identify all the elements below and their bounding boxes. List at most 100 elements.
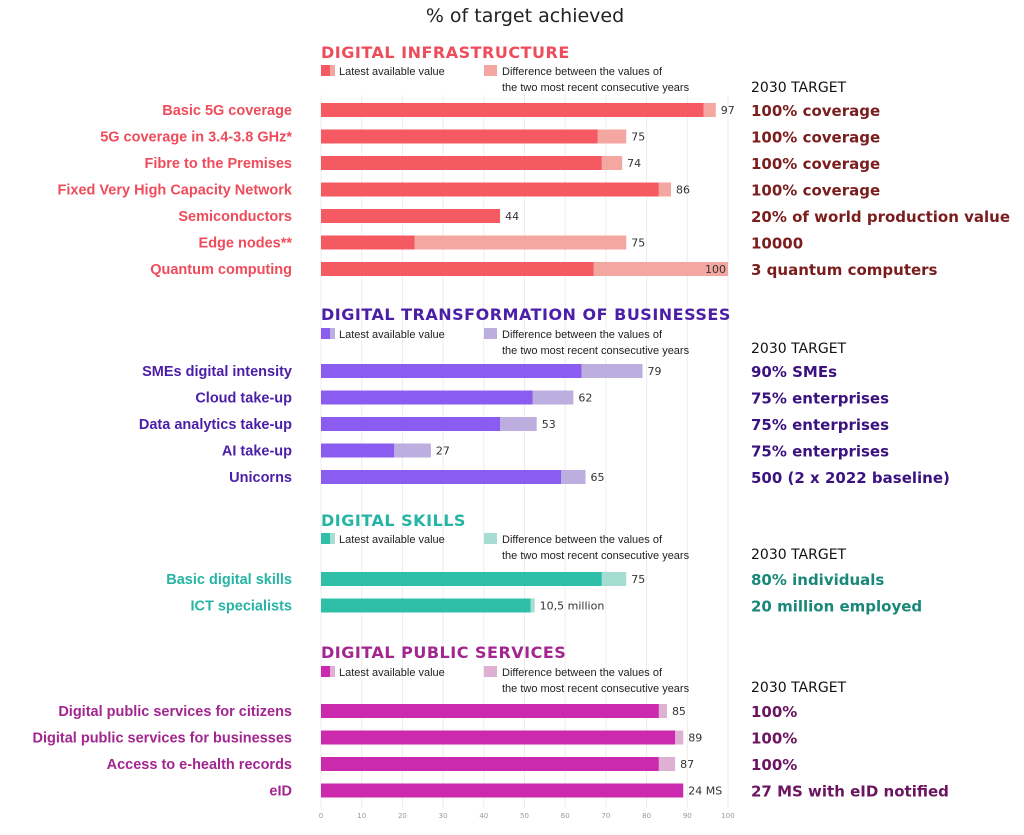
bar-difference	[500, 417, 537, 431]
legend: Latest available value Difference between…	[321, 533, 690, 562]
legend-swatch-difference	[484, 328, 497, 339]
legend-label-difference-line1: Difference between the values of	[502, 534, 663, 546]
target-value: 27 MS with eID notified	[751, 783, 949, 801]
target-value: 100% coverage	[751, 129, 880, 147]
legend-swatch-latest-tail	[330, 533, 335, 544]
bar-latest	[321, 470, 562, 484]
bar-latest	[321, 598, 531, 613]
bar-row: SMEs digital intensity 79 90% SMEs	[142, 363, 837, 381]
category-label: Basic 5G coverage	[162, 103, 292, 119]
target-value: 20% of world production value	[751, 208, 1010, 226]
bar-row: Unicorns 65 500 (2 x 2022 baseline)	[229, 469, 950, 487]
bar-row: Digital public services for businesses 89…	[33, 730, 798, 748]
bar-latest	[321, 783, 684, 798]
x-axis: 0 10 20 30 40 50 60 70 80 90 100	[319, 812, 735, 820]
target-value: 500 (2 x 2022 baseline)	[751, 469, 950, 487]
bar-latest	[321, 417, 501, 431]
category-label: Fibre to the Premises	[145, 156, 292, 172]
legend-swatch-latest	[321, 666, 330, 677]
legend-swatch-difference	[484, 666, 497, 677]
bar-row: Data analytics take-up 53 75% enterprises	[139, 416, 889, 434]
bar-latest	[321, 262, 594, 276]
group-title: DIGITAL INFRASTRUCTURE	[321, 43, 570, 62]
category-label: Digital public services for citizens	[58, 704, 292, 720]
bar-latest	[321, 443, 395, 458]
target-value: 20 million employed	[751, 598, 922, 616]
category-label: Quantum computing	[150, 262, 292, 278]
bar-row: Basic 5G coverage 97 100% coverage	[162, 102, 880, 120]
legend-swatch-difference	[484, 533, 497, 544]
bar-difference	[658, 182, 672, 197]
x-tick-label: 30	[439, 812, 448, 820]
x-tick-label: 50	[520, 812, 529, 820]
category-label: Fixed Very High Capacity Network	[58, 183, 293, 199]
bar-row: eID 24 MS 27 MS with eID notified	[269, 783, 948, 801]
legend-swatch-latest	[321, 328, 330, 339]
category-label: 5G coverage in 3.4-3.8 GHz*	[100, 130, 292, 146]
legend: Latest available value Difference between…	[321, 666, 690, 695]
legend-label-latest: Latest available value	[339, 667, 445, 679]
bar-difference	[601, 156, 623, 170]
bar-difference	[703, 103, 716, 117]
bar-latest	[321, 704, 659, 718]
chart-title: % of target achieved	[426, 5, 624, 27]
bar-latest	[321, 235, 415, 250]
bar-latest	[321, 103, 704, 117]
target-value: 100% coverage	[751, 102, 880, 120]
bar-latest	[321, 364, 582, 378]
legend-label-difference-line2: the two most recent consecutive years	[502, 345, 690, 357]
bar-row: Semiconductors 44 20% of world production …	[178, 208, 1010, 226]
category-label: Digital public services for businesses	[33, 731, 293, 747]
target-value: 100% coverage	[751, 155, 880, 173]
group-title: DIGITAL PUBLIC SERVICES	[321, 643, 566, 662]
legend-label-difference-line2: the two most recent consecutive years	[502, 683, 690, 695]
bar-difference	[593, 262, 728, 276]
x-tick-label: 20	[398, 812, 407, 820]
bar-difference	[414, 235, 627, 250]
bar-latest	[321, 572, 602, 586]
bar-row: Basic digital skills 75 80% individuals	[166, 571, 884, 589]
bar-row: Digital public services for citizens 85 10…	[58, 703, 797, 721]
bar-latest	[321, 730, 676, 745]
target-header: 2030 TARGET	[751, 341, 847, 357]
x-tick-label: 40	[479, 812, 488, 820]
category-label: Edge nodes**	[199, 236, 293, 252]
data-label: 44	[505, 210, 519, 223]
target-header: 2030 TARGET	[751, 547, 847, 563]
chart-groups: DIGITAL INFRASTRUCTURE Latest available v…	[33, 43, 1011, 801]
bar-difference	[394, 443, 431, 458]
bar-latest	[321, 757, 659, 771]
data-label: 85	[672, 705, 686, 718]
group-title: DIGITAL SKILLS	[321, 511, 466, 530]
bar-row: ICT specialists 10,5 million 20 million em…	[190, 598, 922, 616]
legend-swatch-difference	[484, 65, 497, 76]
target-value: 90% SMEs	[751, 363, 837, 381]
legend-swatch-latest	[321, 65, 330, 76]
target-value: 3 quantum computers	[751, 261, 938, 279]
category-label: ICT specialists	[190, 599, 292, 615]
bar-row: Cloud take-up 62 75% enterprises	[195, 390, 889, 408]
data-label: 75	[631, 131, 645, 144]
legend: Latest available value Difference between…	[321, 328, 690, 357]
target-value: 100% coverage	[751, 182, 880, 200]
target-value: 100%	[751, 730, 797, 748]
legend: Latest available value Difference between…	[321, 65, 690, 94]
group-business: DIGITAL TRANSFORMATION OF BUSINESSES Late…	[139, 305, 950, 487]
bar-row: Edge nodes** 75 10000	[199, 235, 804, 253]
x-tick-label: 100	[721, 812, 734, 820]
data-label: 75	[631, 237, 645, 250]
legend-swatch-latest	[321, 533, 330, 544]
legend-label-latest: Latest available value	[339, 534, 445, 546]
bar-difference	[581, 364, 643, 378]
x-tick-label: 80	[642, 812, 651, 820]
bar-latest	[321, 182, 659, 197]
group-public: DIGITAL PUBLIC SERVICES Latest available …	[33, 643, 949, 801]
target-value: 10000	[751, 235, 803, 253]
category-label: Semiconductors	[178, 209, 292, 225]
bar-difference	[532, 390, 574, 405]
bar-latest	[321, 156, 602, 170]
data-label: 53	[542, 418, 556, 431]
legend-label-difference-line1: Difference between the values of	[502, 329, 663, 341]
x-tick-label: 10	[357, 812, 366, 820]
